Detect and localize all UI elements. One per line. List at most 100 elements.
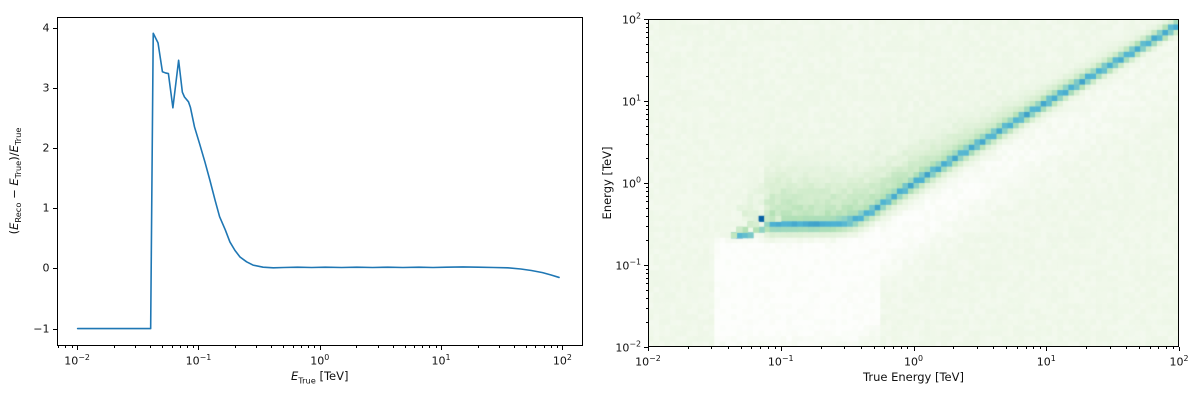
minor-tick <box>1166 347 1168 350</box>
minor-tick <box>1033 347 1035 350</box>
minor-tick <box>645 186 648 188</box>
minor-tick <box>283 346 285 349</box>
major-tick <box>441 346 443 350</box>
minor-tick <box>429 346 431 349</box>
minor-tick <box>58 346 60 349</box>
y-tick-label: 3 <box>42 81 50 95</box>
minor-tick <box>392 346 394 349</box>
minor-tick <box>820 347 822 350</box>
minor-tick <box>1109 347 1111 350</box>
minor-tick <box>1126 347 1128 350</box>
minor-tick <box>1016 347 1018 350</box>
minor-tick <box>377 346 379 349</box>
minor-tick <box>645 190 648 192</box>
left-x-axis-label: ETrue [TeV] <box>291 369 349 386</box>
bias-curve-axes <box>57 17 584 346</box>
energy-migration-heatmap <box>648 19 1179 347</box>
minor-tick <box>774 347 776 350</box>
minor-tick <box>645 215 648 217</box>
minor-tick <box>271 346 273 349</box>
minor-tick <box>645 322 648 324</box>
minor-tick <box>161 346 163 349</box>
minor-tick <box>1006 347 1008 350</box>
minor-tick <box>727 347 729 350</box>
minor-tick <box>150 346 152 349</box>
minor-tick <box>645 225 648 227</box>
minor-tick <box>1025 347 1027 350</box>
major-tick <box>644 347 648 348</box>
minor-tick <box>422 346 424 349</box>
major-tick <box>648 347 649 351</box>
minor-tick <box>300 346 302 349</box>
minor-tick <box>435 346 437 349</box>
minor-tick <box>645 283 648 285</box>
minor-tick <box>1139 347 1141 350</box>
minor-tick <box>740 347 742 350</box>
minor-tick <box>179 346 181 349</box>
minor-tick <box>645 240 648 242</box>
minor-tick <box>645 31 648 33</box>
x-tick-label: 10−1 <box>185 353 212 368</box>
bias-curve <box>76 32 560 330</box>
y-tick-label: 4 <box>42 21 50 35</box>
minor-tick <box>645 61 648 63</box>
minor-tick <box>760 347 762 350</box>
minor-tick <box>645 104 648 106</box>
minor-tick <box>234 346 236 349</box>
minor-tick <box>135 346 136 349</box>
minor-tick <box>976 347 978 350</box>
right-y-axis-label: Energy [TeV] <box>600 146 614 220</box>
minor-tick <box>953 347 955 350</box>
minor-tick <box>645 119 648 121</box>
minor-tick <box>645 307 648 309</box>
right-x-axis-label: True Energy [TeV] <box>863 370 964 384</box>
minor-tick <box>645 195 648 197</box>
major-tick <box>644 183 648 184</box>
minor-tick <box>645 37 648 39</box>
y-tick-label: 0 <box>42 261 50 275</box>
minor-tick <box>1040 347 1042 350</box>
minor-tick <box>645 133 648 135</box>
minor-tick <box>645 22 648 24</box>
minor-tick <box>645 158 648 160</box>
x-tick-label: 101 <box>431 353 451 368</box>
bias-line-plot <box>76 32 560 330</box>
minor-tick <box>884 347 886 350</box>
y-tick-label: 101 <box>621 93 641 109</box>
major-tick <box>52 87 57 89</box>
minor-tick <box>751 347 753 350</box>
y-tick-label: 10−1 <box>615 257 641 273</box>
minor-tick <box>711 347 713 350</box>
minor-tick <box>543 346 545 349</box>
minor-tick <box>645 43 648 45</box>
major-tick <box>644 265 648 266</box>
minor-tick <box>900 347 902 350</box>
major-tick <box>52 208 57 210</box>
minor-tick <box>404 346 406 349</box>
minor-tick <box>192 346 194 349</box>
major-tick <box>644 101 648 102</box>
minor-tick <box>892 347 894 350</box>
minor-tick <box>645 207 648 209</box>
major-tick <box>52 268 57 270</box>
minor-tick <box>645 143 648 145</box>
y-tick-label: 100 <box>621 175 641 191</box>
minor-tick <box>314 346 316 349</box>
minor-tick <box>645 201 648 203</box>
minor-tick <box>525 346 527 349</box>
major-tick <box>913 347 915 351</box>
minor-tick <box>645 297 648 299</box>
minor-tick <box>645 76 648 78</box>
minor-tick <box>844 347 846 350</box>
major-tick <box>780 347 782 351</box>
major-tick <box>52 328 57 330</box>
minor-tick <box>1086 347 1088 350</box>
minor-tick <box>645 26 648 28</box>
major-tick <box>52 27 57 29</box>
major-tick <box>562 346 564 350</box>
minor-tick <box>292 346 294 349</box>
x-tick-label: 10−2 <box>635 354 661 369</box>
minor-tick <box>645 51 648 53</box>
minor-tick <box>356 346 358 349</box>
